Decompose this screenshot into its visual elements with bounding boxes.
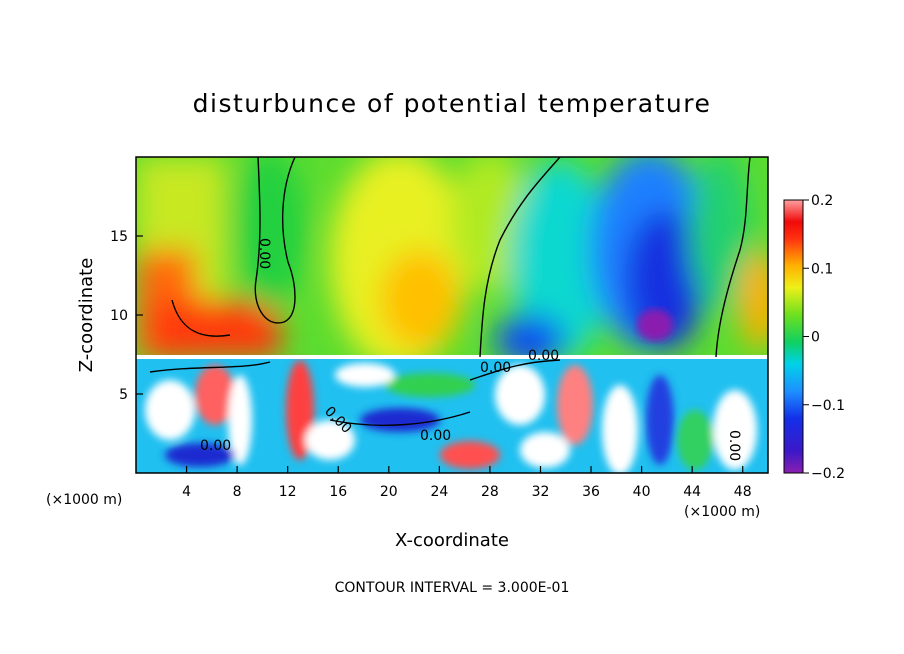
colorbar bbox=[783, 199, 804, 474]
contour-label: 0.00 bbox=[726, 430, 742, 461]
x-tick-label: 16 bbox=[329, 484, 347, 500]
x-tick-label: 36 bbox=[582, 484, 600, 500]
x-unit-left: (×1000 m) bbox=[46, 492, 122, 508]
x-axis-label: X-coordinate bbox=[395, 530, 509, 551]
y-tick-label: 15 bbox=[110, 229, 128, 245]
contour-label: 0.00 bbox=[200, 438, 231, 454]
colorbar-tick-label: −0.2 bbox=[811, 466, 845, 482]
contour-label: 0.00 bbox=[256, 238, 272, 269]
x-tick-label: 48 bbox=[734, 484, 752, 500]
colorbar-tick-label: 0.2 bbox=[811, 193, 833, 209]
contour-label: 0.00 bbox=[420, 428, 451, 444]
colorbar-ticks: 0.2 0.1 0 −0.1 −0.2 bbox=[803, 193, 845, 482]
x-unit-right: (×1000 m) bbox=[684, 504, 760, 520]
x-tick-label: 24 bbox=[430, 484, 448, 500]
colorbar-tick-label: 0 bbox=[811, 330, 820, 346]
y-tick-label: 5 bbox=[119, 387, 128, 403]
y-tick-label: 10 bbox=[110, 308, 128, 324]
x-tick-label: 12 bbox=[279, 484, 297, 500]
plot-area bbox=[136, 157, 768, 473]
contour-label: 0.00 bbox=[528, 348, 559, 364]
x-tick-label: 40 bbox=[633, 484, 651, 500]
x-tick-label: 8 bbox=[233, 484, 242, 500]
x-tick-label: 4 bbox=[182, 484, 191, 500]
x-tick-label: 28 bbox=[481, 484, 499, 500]
chart-title: disturbunce of potential temperature bbox=[193, 89, 712, 118]
x-tick-label: 20 bbox=[380, 484, 398, 500]
x-tick-label: 32 bbox=[532, 484, 550, 500]
colorbar-tick-label: 0.1 bbox=[811, 261, 833, 277]
x-axis: 4 8 12 16 20 24 28 32 36 40 44 48 bbox=[182, 466, 752, 500]
colorbar-tick-label: −0.1 bbox=[811, 398, 845, 414]
contour-interval-footer: CONTOUR INTERVAL = 3.000E-01 bbox=[335, 580, 570, 596]
y-axis-label: Z-coordinate bbox=[76, 258, 97, 373]
x-tick-label: 44 bbox=[683, 484, 701, 500]
contour-label: 0.00 bbox=[480, 360, 511, 376]
y-axis: 5 10 15 bbox=[110, 229, 143, 403]
